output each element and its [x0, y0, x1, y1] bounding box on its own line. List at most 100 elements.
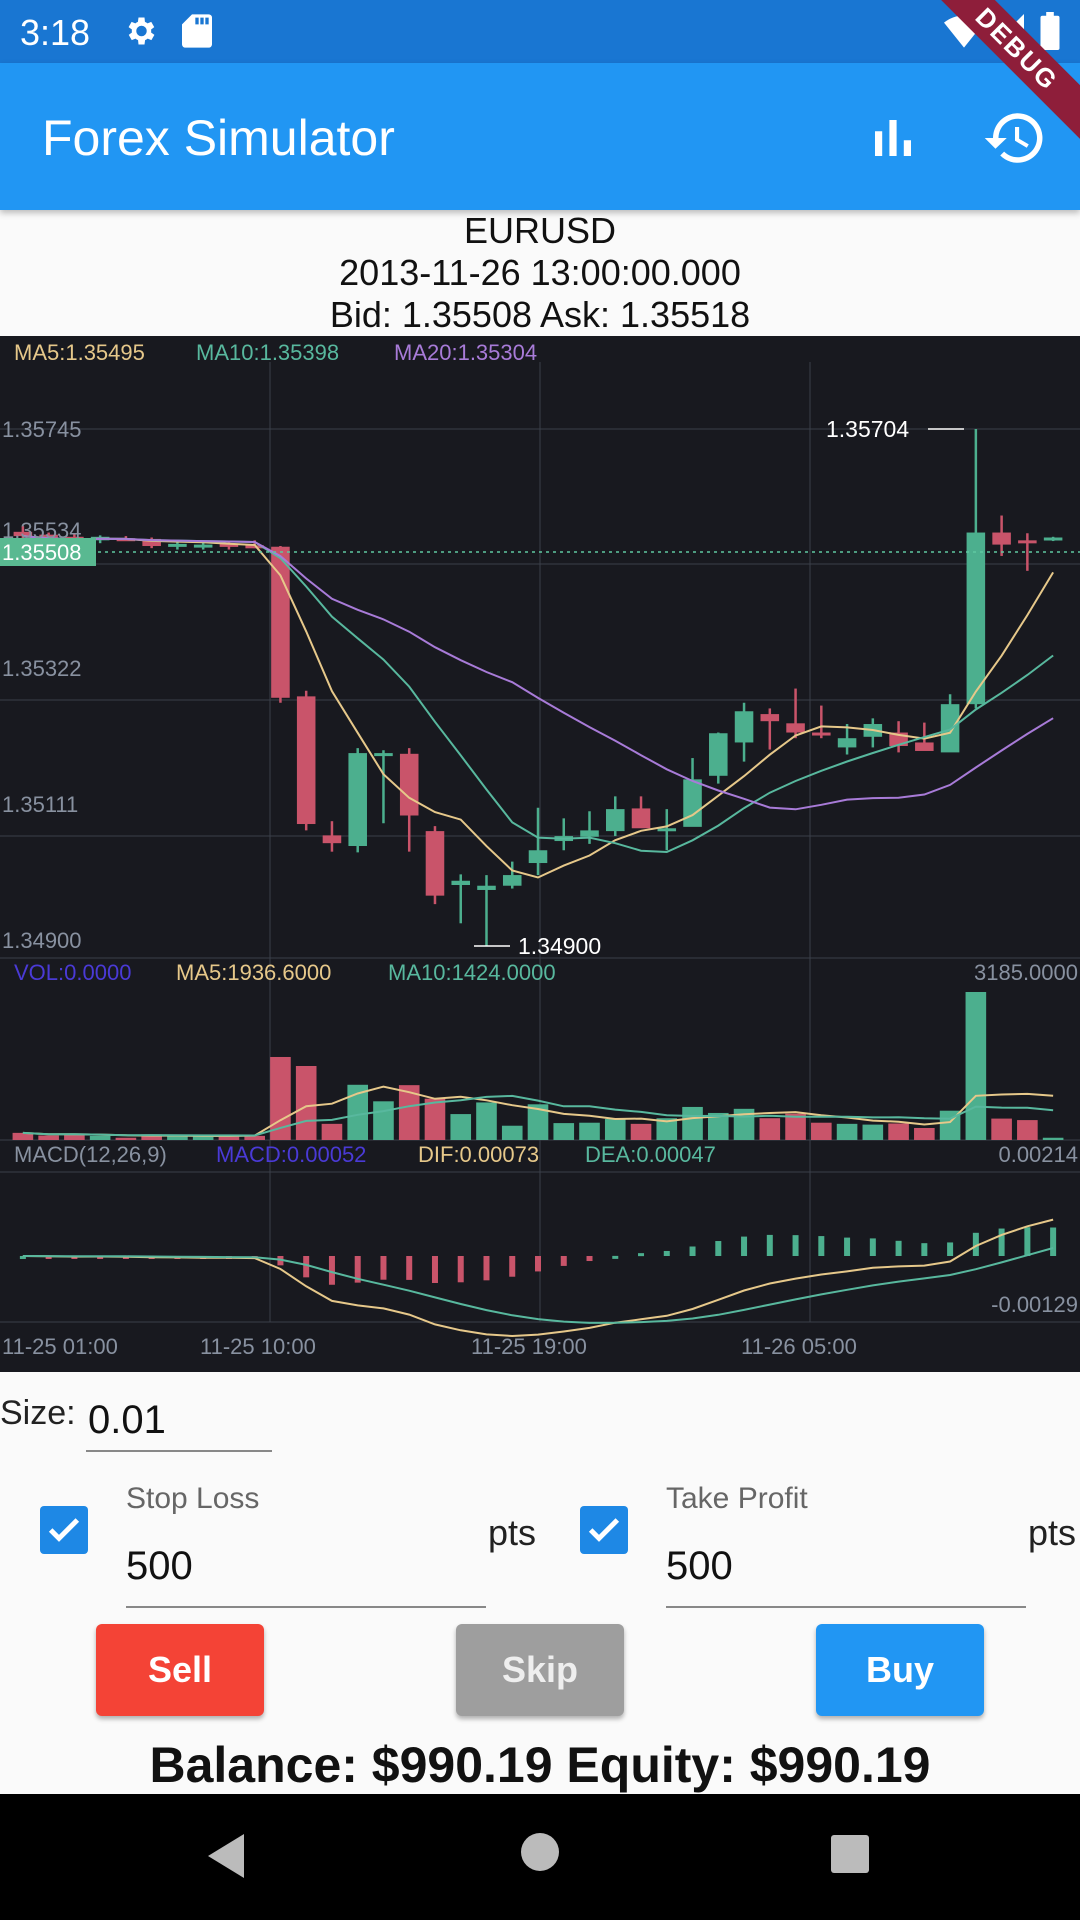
volume-bar: [1017, 1120, 1038, 1140]
volume-bar: [244, 1135, 265, 1140]
legend-macd-params: MACD(12,26,9): [14, 1142, 167, 1167]
volume-bar: [398, 1085, 420, 1140]
candle-body: [374, 753, 393, 757]
sell-button[interactable]: Sell: [96, 1624, 264, 1716]
skip-button[interactable]: Skip: [456, 1624, 624, 1716]
vol-ma10-line: [22, 1094, 1054, 1137]
legend-ma10: MA10:1.35398: [196, 340, 339, 365]
candle-body: [528, 850, 548, 864]
legend-ma5: MA5:1.35495: [14, 340, 145, 365]
volume-bar: [914, 1127, 935, 1140]
battery-icon: [1040, 12, 1060, 50]
size-label: Size:: [0, 1394, 76, 1432]
candle-body: [837, 738, 857, 748]
candle-body: [322, 835, 342, 844]
legend-vol-ma5: MA5:1936.6000: [176, 960, 331, 985]
home-icon[interactable]: [520, 1832, 560, 1872]
y-tick-label: 1.35745: [2, 417, 82, 442]
candle-body: [296, 696, 316, 825]
volume-bar: [373, 1101, 394, 1140]
legend-macd: MACD:0.00052: [216, 1142, 366, 1167]
size-input[interactable]: [86, 1390, 272, 1452]
take-profit-checkbox[interactable]: [580, 1506, 628, 1554]
status-bar: 3:18: [0, 0, 1080, 63]
history-icon[interactable]: [982, 105, 1048, 171]
volume-bar: [836, 1123, 858, 1140]
volume-bar: [759, 1118, 781, 1140]
macd-histogram-bar: [457, 1256, 464, 1283]
candle-body: [1018, 540, 1037, 544]
y-tick-label: 1.35111: [2, 792, 78, 817]
macd-histogram-bar: [715, 1241, 722, 1256]
legend-ma20: MA20:1.35304: [394, 340, 537, 365]
legend-vol-ma10: MA10:1424.0000: [388, 960, 556, 985]
back-icon[interactable]: [204, 1832, 248, 1880]
stop-loss-input[interactable]: [126, 1526, 486, 1608]
stop-loss-checkbox[interactable]: [40, 1506, 88, 1554]
volume-bar: [811, 1122, 832, 1140]
macd-min-label: -0.00129: [991, 1292, 1078, 1317]
macd-histogram-bar: [560, 1256, 567, 1266]
volume-bar: [141, 1134, 162, 1140]
candle-body: [734, 711, 754, 743]
volume-bar: [38, 1135, 59, 1140]
status-time: 3:18: [20, 12, 91, 53]
recents-icon[interactable]: [830, 1834, 870, 1874]
macd-max-label: 0.00214: [998, 1142, 1078, 1167]
chart-canvas[interactable]: MA5:1.35495 MA10:1.35398 MA20:1.35304 1.…: [0, 336, 1080, 1372]
candle-body: [631, 808, 651, 829]
candle-body: [168, 543, 187, 547]
y-tick-label: 1.34900: [2, 928, 82, 953]
volume-bar: [785, 1113, 806, 1140]
app-bar: Forex Simulator: [0, 63, 1080, 210]
macd-histogram-bar: [689, 1246, 696, 1256]
candle-body: [1043, 537, 1063, 541]
macd-histogram-bar: [663, 1250, 670, 1256]
candle-body: [245, 545, 264, 549]
macd-histogram-bar: [895, 1240, 902, 1256]
ma20-line: [22, 535, 1054, 811]
volume-bar: [192, 1136, 214, 1140]
macd-histogram-bar: [921, 1243, 928, 1256]
candle-body: [812, 732, 831, 736]
candle-body: [992, 532, 1011, 545]
macd-histogram-bar: [998, 1228, 1005, 1256]
y-tick-label: 1.35322: [2, 656, 82, 681]
macd-histogram-bar: [277, 1256, 284, 1266]
macd-histogram-bar: [328, 1256, 335, 1285]
check-icon: [588, 1518, 620, 1542]
min-price-label: 1.34900: [518, 933, 601, 959]
candle-body: [425, 831, 445, 896]
macd-histogram-bar: [431, 1256, 438, 1283]
take-profit-input[interactable]: [666, 1526, 1026, 1608]
macd-histogram-bar: [535, 1256, 541, 1272]
volume-bar: [218, 1135, 240, 1140]
volume-bar: [89, 1135, 111, 1140]
volume-bar: [12, 1132, 34, 1140]
buy-button[interactable]: Buy: [816, 1624, 984, 1716]
candle-body: [142, 538, 161, 547]
candle-body: [219, 543, 239, 547]
stop-loss-label: Stop Loss: [126, 1482, 260, 1515]
candle-body: [760, 714, 780, 722]
kline-chart[interactable]: MA5:1.35495 MA10:1.35398 MA20:1.35304 1.…: [0, 336, 1080, 1372]
dea-line: [22, 1247, 1054, 1324]
candle-body: [786, 723, 805, 733]
macd-histogram-bar: [869, 1238, 876, 1256]
macd-histogram-bar: [1024, 1227, 1031, 1256]
candle-body: [657, 828, 677, 832]
candle-body: [605, 809, 625, 832]
volume-bar: [64, 1134, 85, 1140]
macd-histogram-bar: [638, 1253, 645, 1257]
vol-max-label: 3185.0000: [974, 960, 1078, 985]
system-nav-bar: [0, 1794, 1080, 1920]
volume-bar: [527, 1104, 549, 1140]
bar-chart-icon[interactable]: [866, 111, 920, 165]
volume-bar: [270, 1056, 291, 1140]
macd-histogram-bar: [1050, 1227, 1057, 1256]
legend-dea: DEA:0.00047: [585, 1142, 716, 1167]
macd-histogram-bar: [741, 1236, 748, 1256]
x-tick-label: 11-25 01:00: [2, 1334, 118, 1359]
candle-body: [709, 733, 728, 776]
volume-bar: [501, 1125, 523, 1140]
